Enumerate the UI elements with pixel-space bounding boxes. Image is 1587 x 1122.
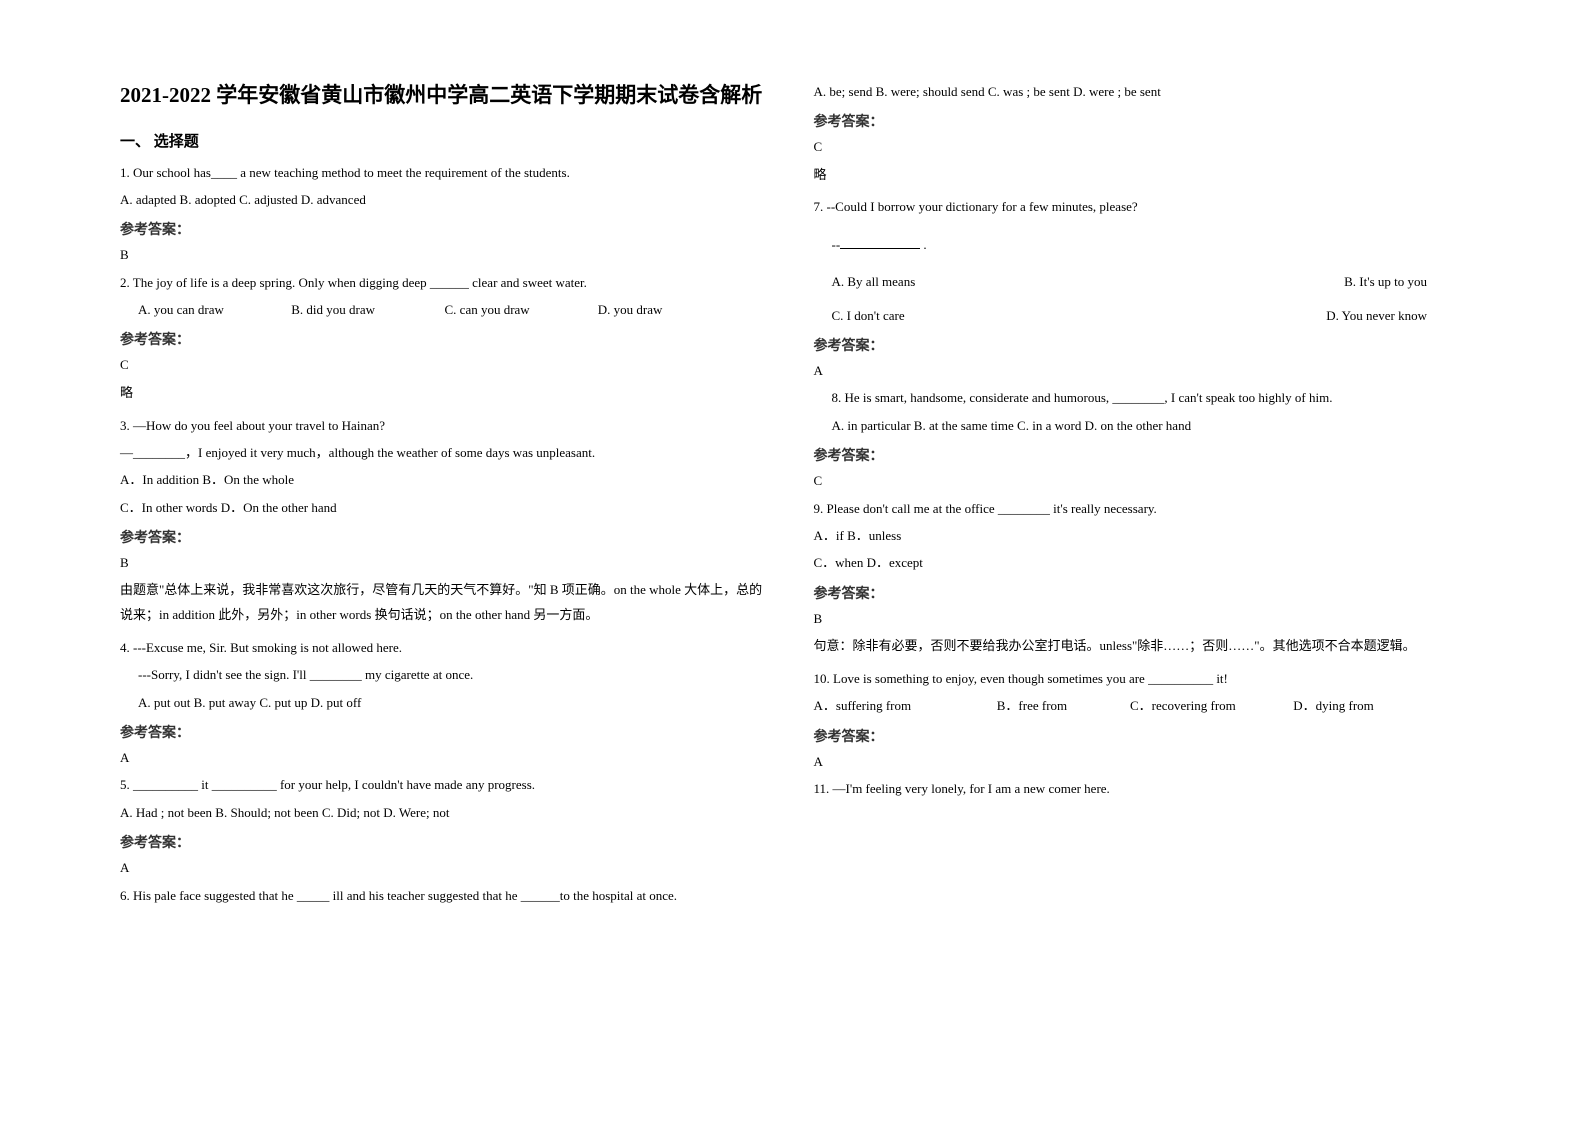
q1-stem: 1. Our school has____ a new teaching met… <box>120 161 774 184</box>
q6-stem: 6. His pale face suggested that he _____… <box>120 884 774 907</box>
q2-opt-b: B. did you draw <box>291 298 441 321</box>
q10-answer-label: 参考答案： <box>814 726 1468 746</box>
q2-stem: 2. The joy of life is a deep spring. Onl… <box>120 271 774 294</box>
q6-explanation: 略 <box>814 163 1468 188</box>
q7-blank <box>840 235 920 249</box>
q6-options: A. be; send B. were; should send C. was … <box>814 80 1468 103</box>
q3-opts1: A．In addition B．On the whole <box>120 468 774 491</box>
q7-opts-row1: A. By all means B. It's up to you <box>814 270 1468 293</box>
q2-opt-d: D. you draw <box>598 298 663 321</box>
q9-opts2: C．when D．except <box>814 551 1468 574</box>
q9-opts1: A．if B．unless <box>814 524 1468 547</box>
q7-answer: A <box>814 359 1468 382</box>
q3-opts2: C．In other words D．On the other hand <box>120 496 774 519</box>
q5-answer: A <box>120 856 774 879</box>
q10-opt-b: B．free from <box>997 694 1127 717</box>
q1-answer-label: 参考答案： <box>120 219 774 239</box>
q10-stem: 10. Love is something to enjoy, even tho… <box>814 667 1468 690</box>
q8-stem: 8. He is smart, handsome, considerate an… <box>814 386 1468 409</box>
q3-answer-label: 参考答案： <box>120 527 774 547</box>
q5-answer-label: 参考答案： <box>120 832 774 852</box>
q7-dot: . <box>920 237 927 252</box>
q9-explanation: 句意：除非有必要，否则不要给我办公室打电话。unless"除非……；否则……"。… <box>814 634 1468 659</box>
q4-answer-label: 参考答案： <box>120 722 774 742</box>
q10-options: A．suffering from B．free from C．recoverin… <box>814 694 1468 717</box>
q6-answer-label: 参考答案： <box>814 111 1468 131</box>
q2-answer-label: 参考答案： <box>120 329 774 349</box>
q8-options: A. in particular B. at the same time C. … <box>814 414 1468 437</box>
q7-opt-c: C. I don't care <box>832 304 905 327</box>
q7-line2: -- . <box>814 233 1468 256</box>
exam-title: 2021-2022 学年安徽省黄山市徽州中学高二英语下学期期末试卷含解析 <box>120 80 774 112</box>
q7-opt-a: A. By all means <box>832 270 916 293</box>
q9-answer-label: 参考答案： <box>814 583 1468 603</box>
q2-opt-c: C. can you draw <box>445 298 595 321</box>
q10-opt-c: C．recovering from <box>1130 694 1290 717</box>
q4-options: A. put out B. put away C. put up D. put … <box>120 691 774 714</box>
q9-stem: 9. Please don't call me at the office __… <box>814 497 1468 520</box>
section-header-1: 一、 选择题 <box>120 130 774 151</box>
left-column: 2021-2022 学年安徽省黄山市徽州中学高二英语下学期期末试卷含解析 一、 … <box>100 80 794 1082</box>
q8-answer: C <box>814 469 1468 492</box>
q8-answer-label: 参考答案： <box>814 445 1468 465</box>
q7-opts-row2: C. I don't care D. You never know <box>814 304 1468 327</box>
q6-answer: C <box>814 135 1468 158</box>
q5-stem: 5. __________ it __________ for your hel… <box>120 773 774 796</box>
q1-options: A. adapted B. adopted C. adjusted D. adv… <box>120 188 774 211</box>
q4-line2: ---Sorry, I didn't see the sign. I'll __… <box>120 663 774 686</box>
q4-line1: 4. ---Excuse me, Sir. But smoking is not… <box>120 636 774 659</box>
q2-options: A. you can draw B. did you draw C. can y… <box>120 298 774 321</box>
q5-options: A. Had ; not been B. Should; not been C.… <box>120 801 774 824</box>
q3-explanation: 由题意"总体上来说，我非常喜欢这次旅行，尽管有几天的天气不算好。"知 B 项正确… <box>120 578 774 627</box>
q2-opt-a: A. you can draw <box>138 298 288 321</box>
q3-line2: —________，I enjoyed it very much，althoug… <box>120 441 774 464</box>
q9-answer: B <box>814 607 1468 630</box>
q10-opt-d: D．dying from <box>1293 694 1374 717</box>
q2-answer: C <box>120 353 774 376</box>
q3-line1: 3. —How do you feel about your travel to… <box>120 414 774 437</box>
q10-opt-a: A．suffering from <box>814 694 994 717</box>
q3-answer: B <box>120 551 774 574</box>
q1-answer: B <box>120 243 774 266</box>
q7-dash: -- <box>832 237 841 252</box>
q7-answer-label: 参考答案： <box>814 335 1468 355</box>
q7-opt-b: B. It's up to you <box>1344 270 1427 293</box>
q4-answer: A <box>120 746 774 769</box>
q7-opt-d: D. You never know <box>1326 304 1427 327</box>
q10-answer: A <box>814 750 1468 773</box>
right-column: A. be; send B. were; should send C. was … <box>794 80 1488 1082</box>
q11-stem: 11. —I'm feeling very lonely, for I am a… <box>814 777 1468 800</box>
q7-line1: 7. --Could I borrow your dictionary for … <box>814 195 1468 218</box>
q2-explanation: 略 <box>120 381 774 406</box>
